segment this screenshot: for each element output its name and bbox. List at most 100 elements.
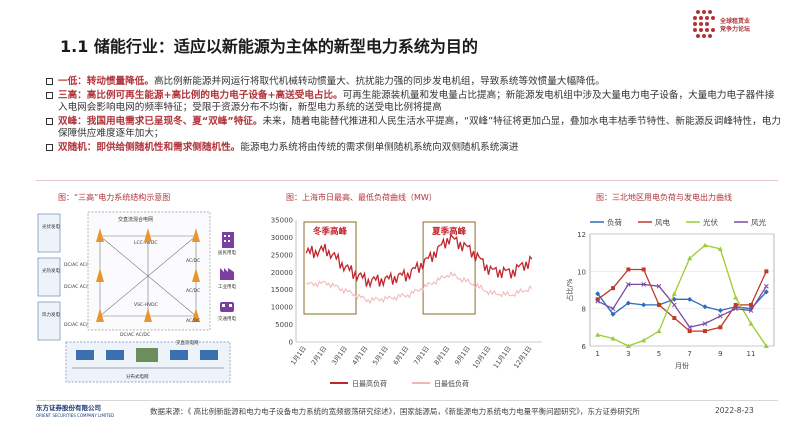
y-axis-label: 占比/%: [565, 278, 574, 301]
data-point: [641, 267, 646, 272]
y-tick-label: 5000: [275, 321, 293, 329]
peak-box: [303, 221, 357, 315]
load-label: 居民用电: [218, 249, 236, 256]
source-label: 光热发电: [42, 267, 60, 274]
x-tick-label: 3月1日: [330, 345, 349, 367]
data-point: [641, 302, 647, 308]
bullet-item: 一低：转动惯量降低。高比例新能源并网运行将取代机械转动惯量大、抗扰能力强的同步发…: [46, 76, 781, 89]
x-tick-label: 2月1日: [310, 345, 329, 367]
residential-icon: [222, 232, 234, 248]
data-point: [749, 302, 753, 307]
page-title: 1.1 储能行业：适应以新能源为主体的新型电力系统为目的: [60, 37, 478, 56]
y-tick-label: 15000: [271, 286, 293, 294]
data-point: [610, 311, 616, 317]
series-line: [597, 283, 767, 329]
source-label: 风力发电: [42, 311, 60, 318]
data-point: [717, 246, 723, 251]
plot-frame: [589, 233, 775, 347]
data-point: [595, 297, 600, 302]
converter-label: DC/AC AC/DC: [64, 322, 94, 328]
x-tick-label: 7月1日: [412, 345, 431, 367]
bottom-converter-label: DC/AC AC/DC: [120, 332, 150, 338]
data-point: [656, 283, 662, 289]
data-point: [671, 296, 677, 302]
data-point: [672, 316, 677, 320]
company-name: 东方证券股份有限公司: [36, 404, 101, 412]
data-point: [763, 289, 769, 295]
distributed-grid-icons: [72, 348, 224, 369]
hvdc-label: VSC-HVDC: [134, 302, 158, 308]
data-point: [702, 242, 708, 248]
fig2-title: 图：上海市日最高、最低负荷曲线（MW）: [286, 193, 437, 202]
logo-line-1: 全球租赁业: [720, 18, 751, 25]
load-label: 交通用电: [218, 315, 236, 322]
bottom-label: 交直流电网: [176, 339, 199, 346]
bottom-label: 分布式电网: [126, 373, 149, 380]
right-converter-label: AC/DC: [186, 288, 200, 294]
data-point: [763, 283, 769, 289]
data-point: [595, 291, 601, 297]
bullet-text: 能源电力系统将由传统的需求侧单侧随机系统向双侧随机系统演进: [240, 141, 519, 153]
data-point: [687, 329, 692, 334]
converter-label: DC/AC AC/DC: [64, 284, 94, 290]
checkbox-icon: [46, 91, 53, 99]
bullet-text: 高比例新能源并网运行将取代机械转动惯量大、抗扰能力强的同步发电机组，导致系统等效…: [153, 76, 605, 87]
data-point: [625, 300, 631, 306]
source-box: [37, 213, 61, 253]
series-line: [305, 233, 533, 289]
legend-label: 日最低负荷: [434, 379, 469, 388]
bullet-item: 双峰：我国用电需求已呈现冬、夏“双峰”特征。未来，随着电能替代推进和人民生活水平…: [46, 116, 781, 141]
data-point: [626, 267, 631, 272]
data-point: [595, 298, 601, 304]
data-point: [687, 255, 693, 261]
grid-label: 交直流混合电网: [118, 216, 153, 223]
right-converter-label: AC/DC: [186, 318, 200, 324]
fig1-title: 图：“三高”电力系统结构示意图: [58, 193, 171, 202]
x-axis-label: 月份: [675, 361, 689, 370]
legend-label: 负荷: [607, 217, 622, 227]
checkbox-icon: [46, 117, 53, 125]
series-line: [597, 244, 767, 347]
source-box: [37, 257, 61, 297]
hvdc-label: LCC-HVDC: [134, 240, 157, 246]
series-line: [597, 268, 767, 332]
company-name-en: ORIENT SECURITIES COMPANY LIMITED: [36, 413, 115, 418]
section-divider: [36, 180, 778, 181]
x-tick-label: 11: [747, 350, 756, 358]
bullet-list: 一低：转动惯量降低。高比例新能源并网运行将取代机械转动惯量大、抗扰能力强的同步发…: [46, 76, 781, 156]
data-point: [611, 286, 615, 291]
data-point: [703, 329, 707, 334]
bullet-heading: 双峰：我国用电需求已呈现冬、夏“双峰”特征。: [58, 115, 263, 127]
y-tick-label: 10: [577, 268, 586, 276]
footer-divider: [36, 400, 778, 401]
y-tick-label: 10000: [271, 304, 293, 312]
data-point: [733, 302, 738, 307]
shanghai-load-chart: 0 5000 10000 15000 20000 25000 30000 35000 1月1日 2…: [258, 208, 554, 394]
y-tick-label: 12: [577, 231, 586, 239]
y-tick-label: 35000: [271, 217, 293, 225]
bullet-text: 可再生能源装机量和发电量占比提高；新能源发电机组中涉及大量电力电子设备，大量电力…: [58, 89, 775, 114]
tower-icons: [96, 228, 200, 322]
legend-label: 光伏: [703, 217, 718, 227]
data-point: [717, 313, 723, 319]
x-tick-label: 8月1日: [433, 345, 452, 367]
x-tick-label: 12月1日: [512, 345, 533, 370]
grid-lines: [99, 235, 197, 317]
legend-label: 风电: [655, 217, 670, 227]
bullet-text: 未来，随着电能替代推进和人民生活水平提高，“双峰”特征将更加凸显，叠加水电丰枯季…: [58, 115, 781, 140]
peak-annotation: 夏季高峰: [431, 226, 467, 237]
bullet-heading: 三高：高比例可再生能源+高比例的电力电子设备+高送受电占比。: [58, 89, 343, 101]
data-point: [610, 336, 616, 341]
data-point: [610, 306, 616, 312]
legend-label: 日最高负荷: [352, 379, 387, 388]
logo-dots-icon: [693, 10, 715, 38]
data-point: [641, 337, 647, 343]
report-date: 2022-8-23: [715, 406, 754, 415]
load-label: 工业用电: [218, 283, 236, 290]
data-point: [656, 328, 662, 334]
three-north-chart: 6 8 10 12 1 3 5 7 9 11 占比/% 月份 负荷 风电 光伏 风光: [562, 208, 782, 386]
x-tick-label: 9月1日: [453, 345, 472, 367]
x-tick-label: 5: [657, 350, 661, 358]
y-tick-label: 6: [582, 343, 587, 351]
x-tick-label: 10月1日: [471, 345, 492, 370]
